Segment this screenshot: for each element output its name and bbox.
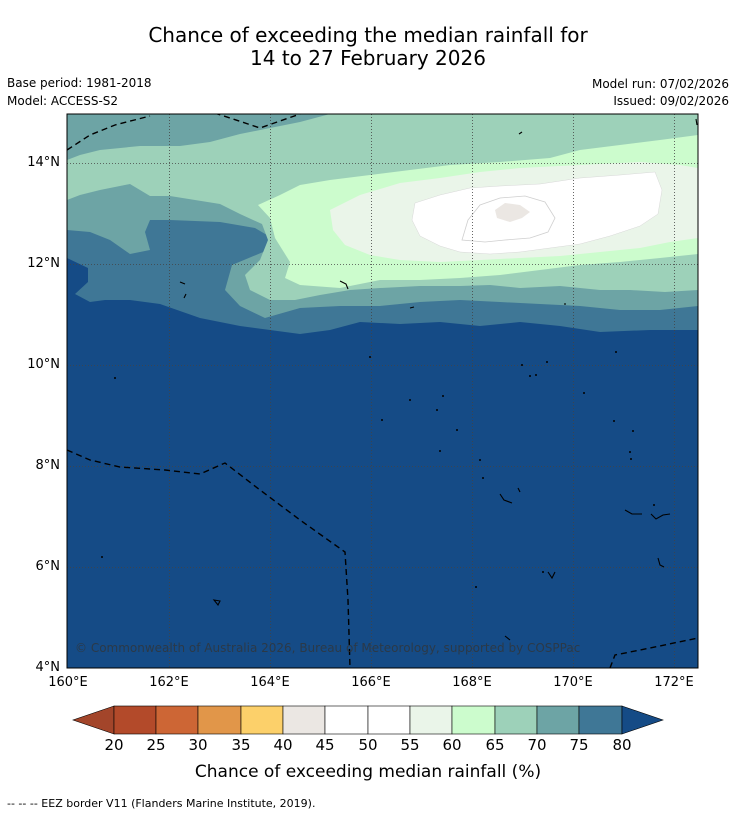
colorbar-bin-75-80	[578, 705, 623, 735]
copyright-notice: © Commonwealth of Australia 2026, Bureau…	[75, 641, 581, 655]
colorbar-tick-25: 25	[146, 736, 166, 754]
model-run: Model run: 07/02/2026	[591, 77, 729, 91]
gridlines	[67, 114, 698, 668]
lon-label-164e: 164°E	[250, 675, 290, 690]
colorbar-tick-70: 70	[527, 736, 547, 754]
colorbar-bin-30-35	[197, 705, 242, 735]
colorbar	[72, 705, 664, 735]
colorbar-tick-50: 50	[358, 736, 378, 754]
colorbar-bin-60-65	[451, 705, 496, 735]
map-title-line1: Chance of exceeding the median rainfall …	[148, 23, 588, 47]
eez-legend-note: -- -- -- EEZ border V11 (Flanders Marine…	[7, 797, 316, 810]
colorbar-bin-40-45	[282, 705, 326, 735]
lat-label-6n: 6°N	[35, 559, 61, 574]
lon-label-172e: 172°E	[654, 675, 694, 690]
lon-label-170e: 170°E	[553, 675, 593, 690]
map-title-line2: 14 to 27 February 2026	[250, 46, 486, 70]
colorbar-bin-70-75	[536, 705, 580, 735]
colorbar-tick-20: 20	[104, 736, 124, 754]
lon-label-160e: 160°E	[48, 675, 88, 690]
colorbar-title: Chance of exceeding median rainfall (%)	[194, 762, 542, 782]
contour-45-50	[461, 195, 556, 243]
colorbar-tick-55: 55	[400, 736, 420, 754]
colorbar-tick-35: 35	[231, 736, 251, 754]
colorbar-bin-50-55	[367, 705, 411, 735]
lat-label-14n: 14°N	[27, 155, 60, 170]
islets	[101, 351, 655, 588]
colorbar-tick-60: 60	[442, 736, 462, 754]
islands	[179, 118, 698, 641]
colorbar-bin-25-30	[155, 705, 199, 735]
model-name: Model: ACCESS-S2	[7, 94, 119, 108]
eez-borders	[67, 114, 698, 668]
colorbar-extend-high	[621, 705, 664, 735]
colorbar-tick-80: 80	[612, 736, 632, 754]
issued-date: Issued: 09/02/2026	[613, 94, 729, 108]
colorbar-tick-45: 45	[315, 736, 335, 754]
map-frame	[66, 113, 699, 669]
lon-label-168e: 168°E	[452, 675, 492, 690]
lon-label-166e: 166°E	[351, 675, 391, 690]
region-50-55	[411, 171, 663, 255]
colorbar-bin-55-60	[409, 705, 453, 735]
map-plot-area	[67, 114, 698, 668]
colorbar-tick-40: 40	[273, 736, 293, 754]
colorbar-tick-30: 30	[188, 736, 208, 754]
colorbar-bin-20-25	[113, 705, 157, 735]
colorbar-tick-75: 75	[569, 736, 589, 754]
colorbar-tick-65: 65	[485, 736, 505, 754]
lat-label-8n: 8°N	[35, 458, 61, 473]
colorbar-bin-35-40	[240, 705, 284, 735]
region-40-45	[495, 203, 530, 222]
lat-label-12n: 12°N	[27, 256, 60, 271]
lon-label-162e: 162°E	[149, 675, 189, 690]
colorbar-bin-45-50	[324, 705, 369, 735]
lat-label-4n: 4°N	[35, 660, 61, 675]
base-period: Base period: 1981-2018	[7, 76, 152, 90]
colorbar-bin-65-70	[494, 705, 538, 735]
lat-label-10n: 10°N	[27, 357, 60, 372]
colorbar-extend-low	[72, 705, 115, 735]
